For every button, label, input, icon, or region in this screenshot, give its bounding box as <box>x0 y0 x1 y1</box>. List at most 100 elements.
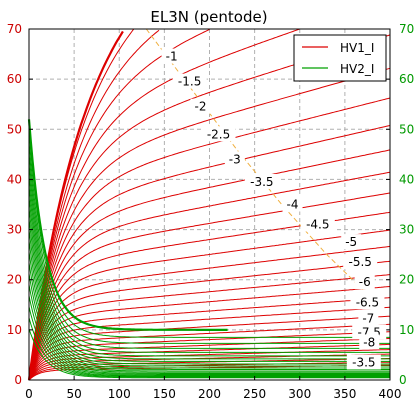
curve-label-bg <box>190 98 211 114</box>
hv2-curve <box>28 196 390 362</box>
curve-label: -1.5 <box>178 75 201 89</box>
y-tick-label: 70 <box>7 22 22 36</box>
hv2-curve <box>28 295 390 376</box>
y-tick-label: 50 <box>7 122 22 136</box>
y-axis-right: 0 10 20 30 40 50 60 70 <box>386 22 414 387</box>
hv1-curve <box>28 349 390 381</box>
hv1-curve <box>28 323 391 381</box>
x-tick-label: 300 <box>288 387 311 401</box>
hv1-curve <box>28 337 391 381</box>
y-tick-label: 60 <box>7 72 22 86</box>
curve-label: -7 <box>362 311 374 325</box>
y-tick-label: 40 <box>7 172 22 186</box>
curve-label: -3.5 <box>250 175 273 189</box>
hv2-curve <box>28 229 390 369</box>
hv2-curve <box>28 141 390 344</box>
y2-tick-label: 20 <box>399 273 414 287</box>
hv2-curve <box>28 152 390 349</box>
curve-label-bg <box>341 234 362 250</box>
hv2-curve <box>28 163 390 353</box>
hv2-curve <box>28 262 390 373</box>
hv2-curve <box>28 284 390 375</box>
hv2-curve <box>28 185 390 360</box>
hv1-curve <box>28 245 391 381</box>
curve-label-bg <box>343 254 378 270</box>
curve-label: -5 <box>345 235 357 249</box>
y-tick-label: 10 <box>7 323 22 337</box>
x-tick-label: 400 <box>379 387 402 401</box>
curve-label: -1 <box>166 50 178 64</box>
y2-tick-label: 70 <box>399 22 414 36</box>
curve-label-bg <box>359 334 380 350</box>
curve-label: -5.5 <box>349 255 372 269</box>
hv1-curve <box>28 361 390 381</box>
curve-label-bg <box>201 126 236 142</box>
curve-label: -4 <box>287 198 299 212</box>
plot-area <box>27 28 391 381</box>
x-axis: 0 50 100 150 200 250 300 350 400 <box>25 376 401 401</box>
hv2-curve <box>27 119 228 331</box>
curve-label-bg <box>354 274 375 290</box>
curve-label-bg <box>172 73 207 89</box>
y2-tick-label: 60 <box>399 72 414 86</box>
hv1-curve <box>28 97 391 381</box>
hv1-curve <box>28 28 210 381</box>
y2-tick-label: 0 <box>399 373 407 387</box>
curve-label: -2 <box>194 100 206 114</box>
curve-label: -3 <box>229 152 241 166</box>
curve-label-bg <box>244 173 279 189</box>
hv1-curve <box>28 315 391 381</box>
hv2-curve <box>28 218 390 367</box>
hv1-curve <box>28 297 391 381</box>
y-tick-label: 0 <box>14 373 22 387</box>
hv1-curve <box>28 29 160 381</box>
hv1-curve <box>28 171 391 381</box>
curve-label-bg <box>161 48 182 64</box>
y2-tick-label: 50 <box>399 122 414 136</box>
y2-tick-label: 40 <box>399 172 414 186</box>
curve-label: -6 <box>359 275 371 289</box>
curve-label: -8 <box>363 335 375 349</box>
legend-box <box>293 34 387 82</box>
hv2-curve <box>28 240 390 370</box>
hv1-curve <box>28 229 391 381</box>
y2-tick-label: 10 <box>399 323 414 337</box>
y-tick-label: 20 <box>7 273 22 287</box>
x-tick-label: 0 <box>25 387 33 401</box>
y2-tick-label: 30 <box>399 223 414 237</box>
hv1-curve <box>28 260 391 381</box>
hv1-curve <box>28 306 391 381</box>
hv1-curve <box>28 331 390 381</box>
hv1-curve <box>28 286 391 381</box>
x-tick-label: 50 <box>66 387 81 401</box>
curve-label-bg <box>224 151 245 167</box>
curve-label-bg <box>300 216 335 232</box>
legend-label-hv1: HV1_I <box>340 41 374 55</box>
legend-label-hv2: HV2_I <box>340 62 374 76</box>
hv2-curve <box>28 174 390 357</box>
y-tick-label: 30 <box>7 223 22 237</box>
curve-labels: -1-1.5-2-2.5-3-3.5-4-4.5-5-5.5-6-6.5-7-7… <box>161 48 387 370</box>
curve-label: -3.5 <box>352 355 375 369</box>
curve-label: -2.5 <box>207 127 230 141</box>
curve-label-bg <box>358 310 379 326</box>
legend: HV1_I HV2_I <box>293 34 387 82</box>
curve-label-bg <box>350 294 385 310</box>
hv1-curve <box>28 28 135 381</box>
x-tick-label: 350 <box>333 387 356 401</box>
hv2-curve <box>28 130 390 338</box>
hv2-curve <box>28 251 390 372</box>
x-tick-label: 150 <box>153 387 176 401</box>
hv1-curve <box>28 274 391 381</box>
hv1-curve <box>28 67 391 381</box>
curve-label: -6.5 <box>356 295 379 309</box>
hv1-curve <box>28 149 391 381</box>
curve-label: -4.5 <box>306 218 329 232</box>
curve-label-bg <box>346 354 381 370</box>
curve-label-bg <box>282 196 303 212</box>
hv1-curve <box>28 28 300 381</box>
hv1-curve <box>28 125 391 381</box>
x-tick-label: 200 <box>198 387 221 401</box>
